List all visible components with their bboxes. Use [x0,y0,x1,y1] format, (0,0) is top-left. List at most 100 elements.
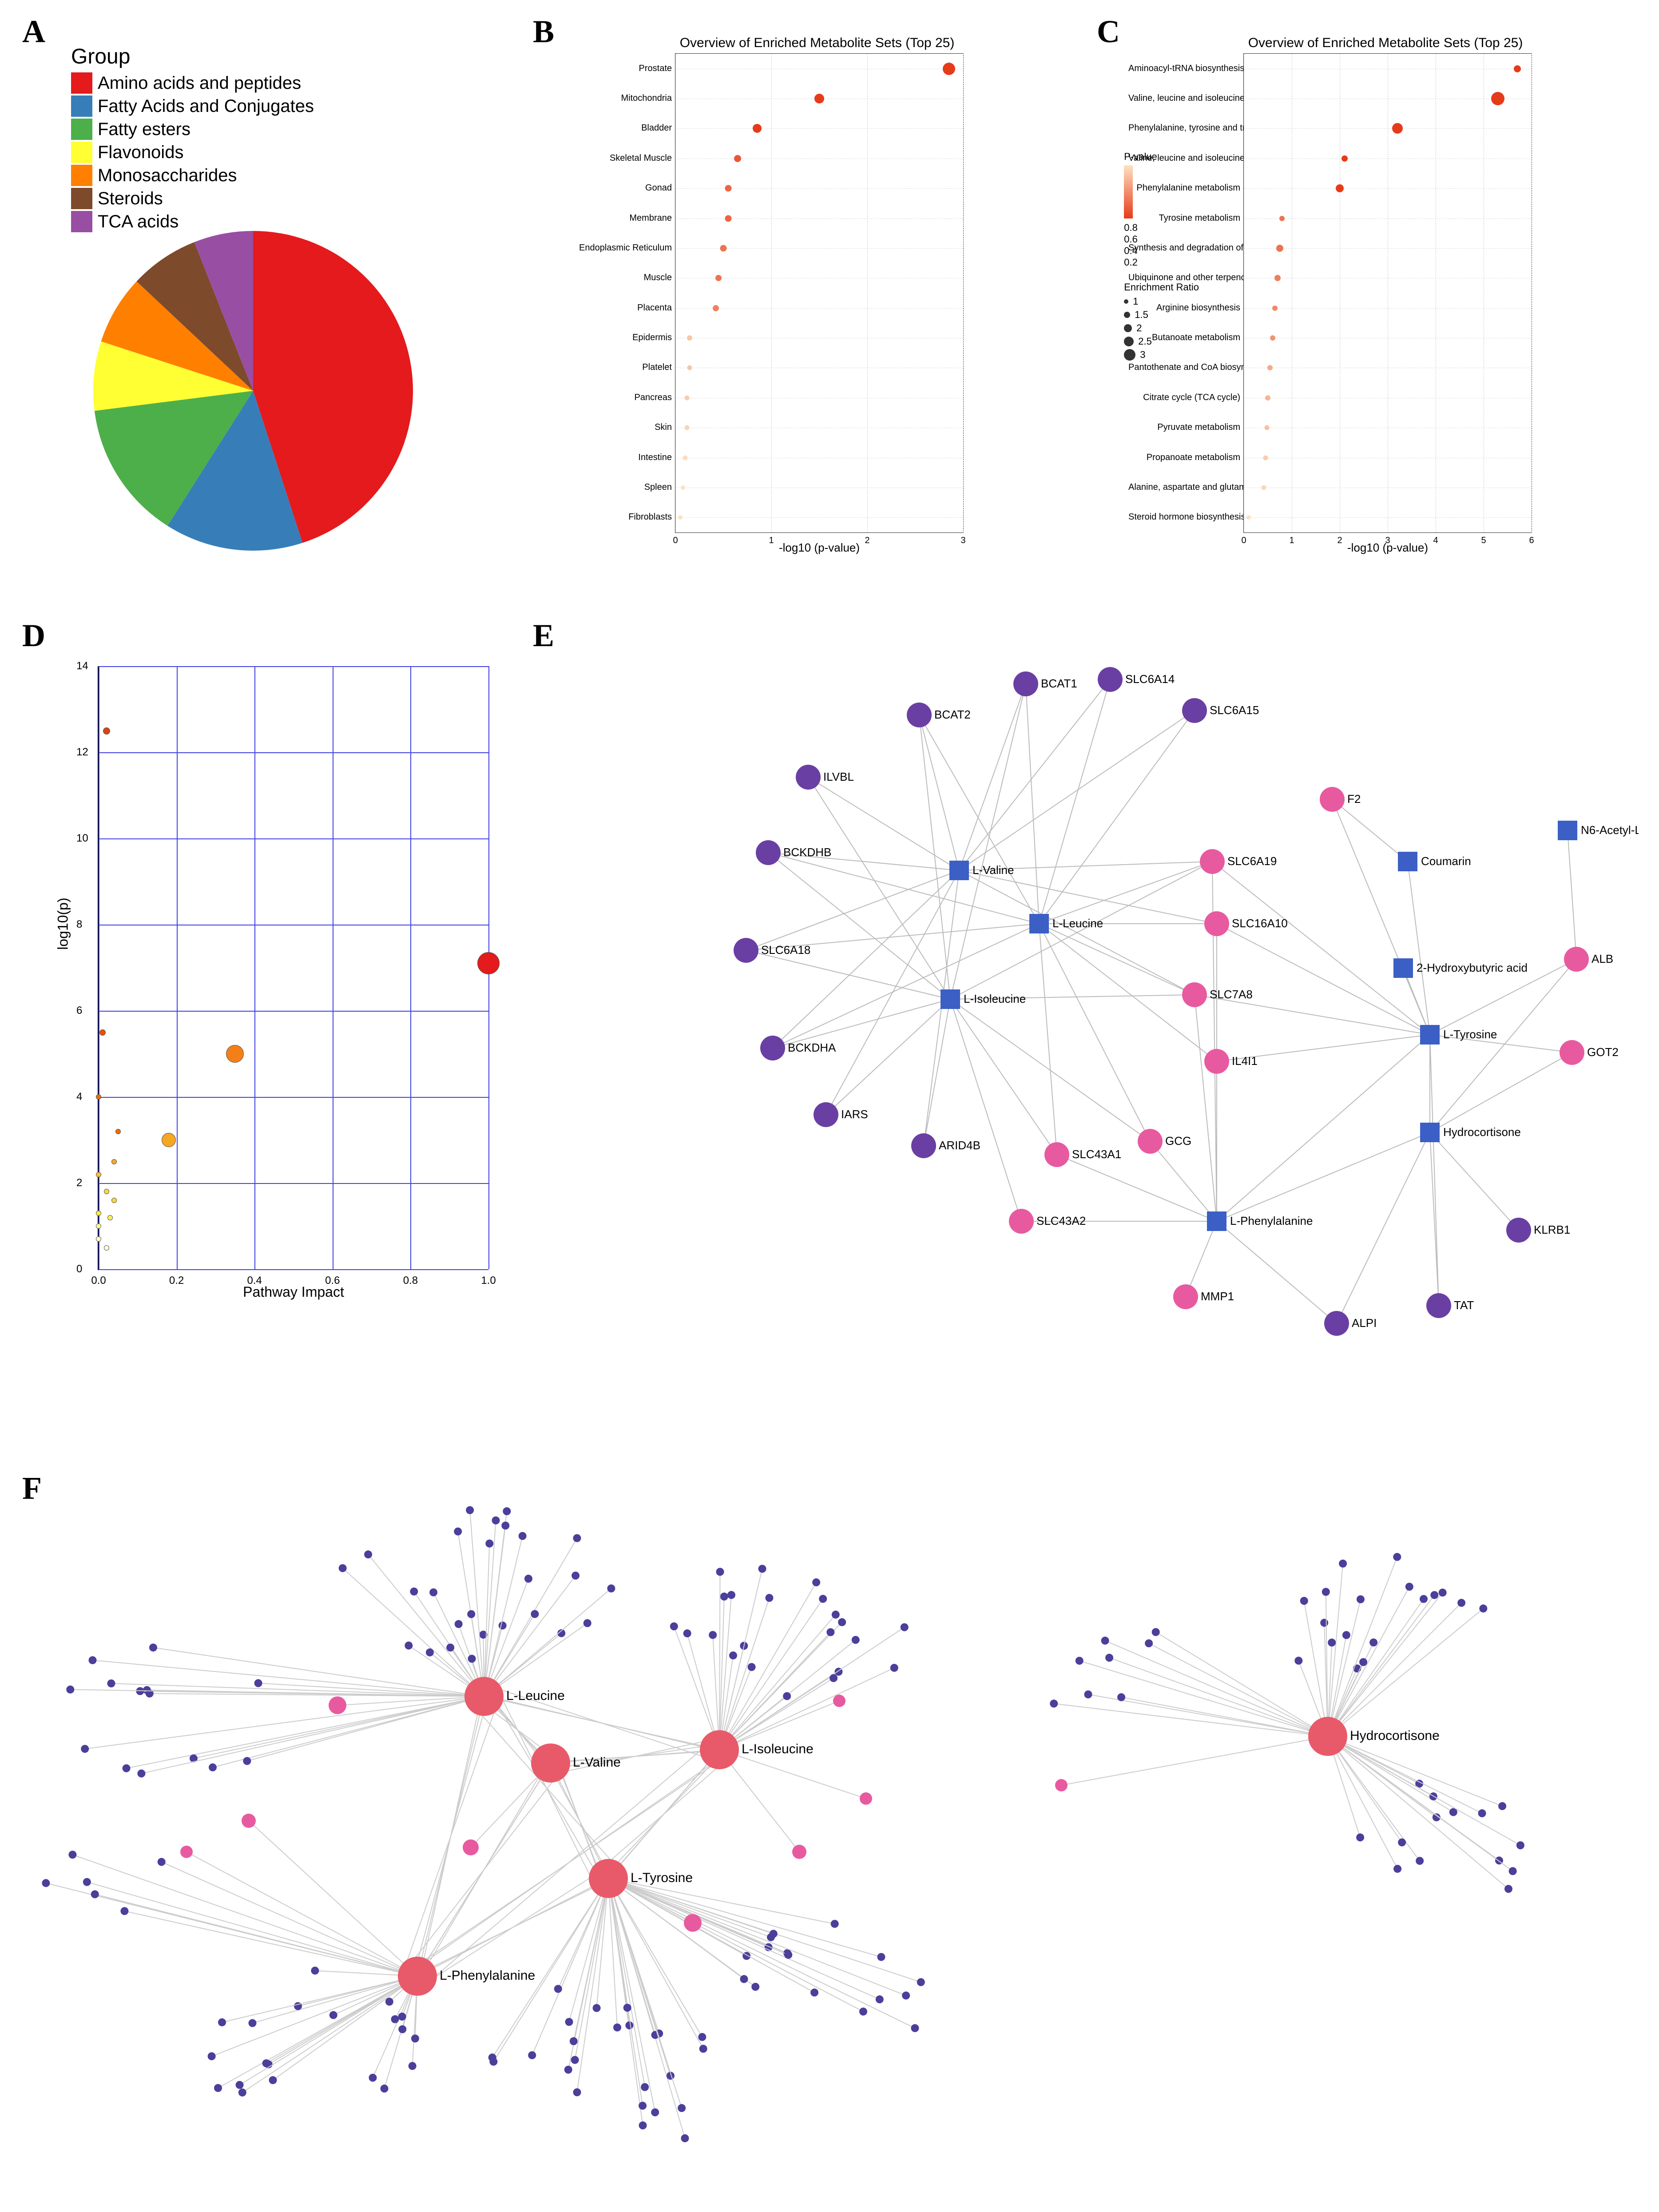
leaf-node [243,1757,251,1765]
hub-node [464,1677,504,1716]
enrich-row-label: Platelet [560,362,675,373]
enrich-row-label: Propanoate metabolism [1128,453,1244,463]
leaf-node [426,1648,434,1656]
leaf-node [120,1907,128,1915]
y-tick: 4 [76,1091,82,1103]
enrich-dot [1392,123,1403,134]
leaf-node [1050,1700,1058,1708]
enrich-row-label: Bladder [560,123,675,133]
mid-node [684,1914,702,1932]
gene-label: SLC6A18 [761,943,810,957]
leaf-node [455,1620,463,1628]
leaf-node [531,1610,539,1618]
enrich-c-title: Overview of Enriched Metabolite Sets (To… [1119,36,1652,51]
network-edge [1217,1132,1430,1221]
gridline-v [254,666,255,1269]
x-tick: 2 [865,536,869,546]
leaf-node [248,2019,256,2027]
enrich-b-title: Overview of Enriched Metabolite Sets (To… [551,36,1084,51]
network-edge [1332,799,1408,862]
leaf-node [613,2023,621,2031]
leaf-node [1357,1595,1365,1603]
network-edge [808,777,950,999]
x-tick: 5 [1481,536,1486,546]
leaf-node [218,2018,226,2026]
enrich-row-label: Phenylalanine, tyrosine and tryptophan b… [1128,123,1244,133]
gene-node [1564,947,1589,972]
leaf-node [83,1878,91,1886]
gene-node [1204,911,1229,936]
enrich-row-label: Spleen [560,482,675,492]
y-tick: 6 [76,1005,82,1017]
enrich-row-label: Fibroblasts [560,512,675,522]
hub-label: Hydrocortisone [1350,1728,1440,1743]
enrich-row-label: Skeletal Muscle [560,153,675,163]
network-edge [1328,1608,1483,1736]
leaf-node [716,1568,724,1576]
enrich-dot [678,515,683,520]
d-xlabel: Pathway Impact [99,1284,488,1300]
leaf-node [859,2008,867,2016]
leaf-node [681,2134,689,2142]
metabolite-label: L-Phenylalanine [1230,1214,1313,1227]
leaf-node [1478,1809,1486,1817]
gridline-h [99,1183,488,1184]
leaf-node [88,1656,96,1664]
leaf-node [1457,1599,1465,1607]
leaf-node [593,2004,601,2012]
leaf-node [209,1763,217,1771]
gene-label: ALPI [1352,1316,1377,1330]
network-edge [532,1878,608,2055]
enrich-row-label: Placenta [560,303,675,313]
leaf-node [554,1985,562,1993]
enrich-dot [1336,184,1344,192]
leaf-node [573,2088,581,2096]
enrich-dot [725,215,731,222]
leaf-node [699,2045,707,2053]
enrich-dot [1246,515,1251,520]
leaf-node [683,1629,691,1637]
leaf-node [269,2076,277,2084]
leaf-node [68,1851,76,1859]
leaf-node [1504,1885,1512,1893]
legend-swatch [71,72,92,94]
enrich-row-label: Muscle [560,273,675,283]
network-edge [924,999,950,1146]
leaf-node [1322,1588,1330,1596]
gene-node [1013,671,1038,696]
leaf-node [709,1631,717,1639]
enrich-row-label: Pantothenate and CoA biosynthesis [1128,362,1244,373]
x-tick: 1.0 [481,1275,496,1287]
network-edge [719,1615,836,1750]
hub-label: L-Isoleucine [742,1742,814,1756]
gridline [675,54,676,532]
network-edge [773,924,1039,1048]
leaf-node [570,2037,578,2045]
y-tick: 8 [76,918,82,931]
row-gridline [675,128,963,129]
pathway-dot [96,1172,101,1177]
gene-label: ARID4B [939,1139,980,1152]
enrich-dot [1274,275,1281,281]
row-gridline [675,248,963,249]
x-tick: 0 [1241,536,1246,546]
network-edge [1026,684,1039,924]
row-gridline [1244,248,1532,249]
leaf-node [81,1745,89,1753]
enrich-dot [713,305,719,311]
leaf-node [729,1652,737,1660]
enrich-row-label: Steroid hormone biosynthesis [1128,512,1244,522]
network-edge [419,1759,550,1980]
enrich-dot [687,335,692,341]
leaf-node [42,1879,50,1887]
network-edge [574,1878,608,2041]
leaf-node [623,2004,631,2012]
leaf-node [66,1685,74,1693]
row-gridline [1244,128,1532,129]
leaf-node [499,1621,507,1629]
enrich-row-label: Alanine, aspartate and glutamate metabol… [1128,482,1244,492]
mid-node [329,1696,346,1714]
network-edge [1328,1736,1453,1812]
pathway-dot [477,952,500,974]
leaf-node [639,2102,647,2110]
